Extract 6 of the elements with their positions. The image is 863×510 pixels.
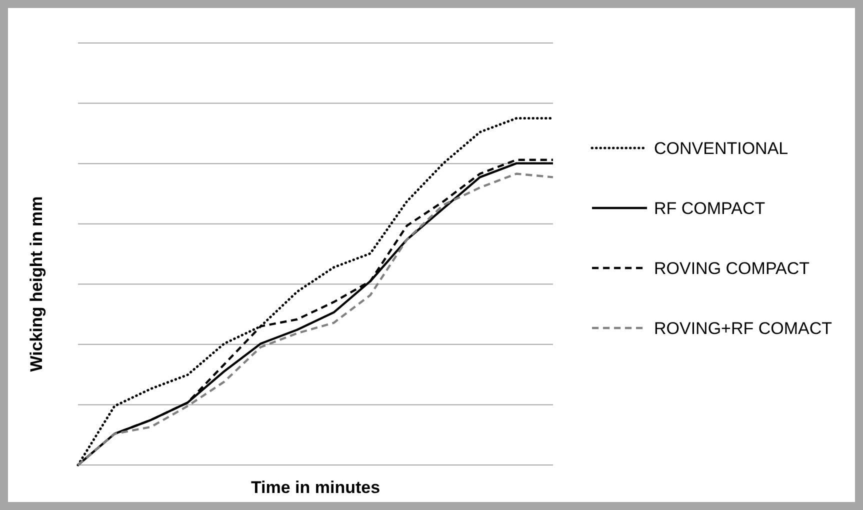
legend-label: ROVING+RF COMACT	[654, 319, 832, 338]
x-axis-title: Time in minutes	[250, 478, 380, 497]
y-axis-title: Wicking height in mm	[27, 196, 46, 372]
legend-label: RF COMPACT	[654, 199, 766, 218]
legend-label: CONVENTIONAL	[654, 139, 788, 158]
legend-label: ROVING COMPACT	[654, 259, 810, 278]
